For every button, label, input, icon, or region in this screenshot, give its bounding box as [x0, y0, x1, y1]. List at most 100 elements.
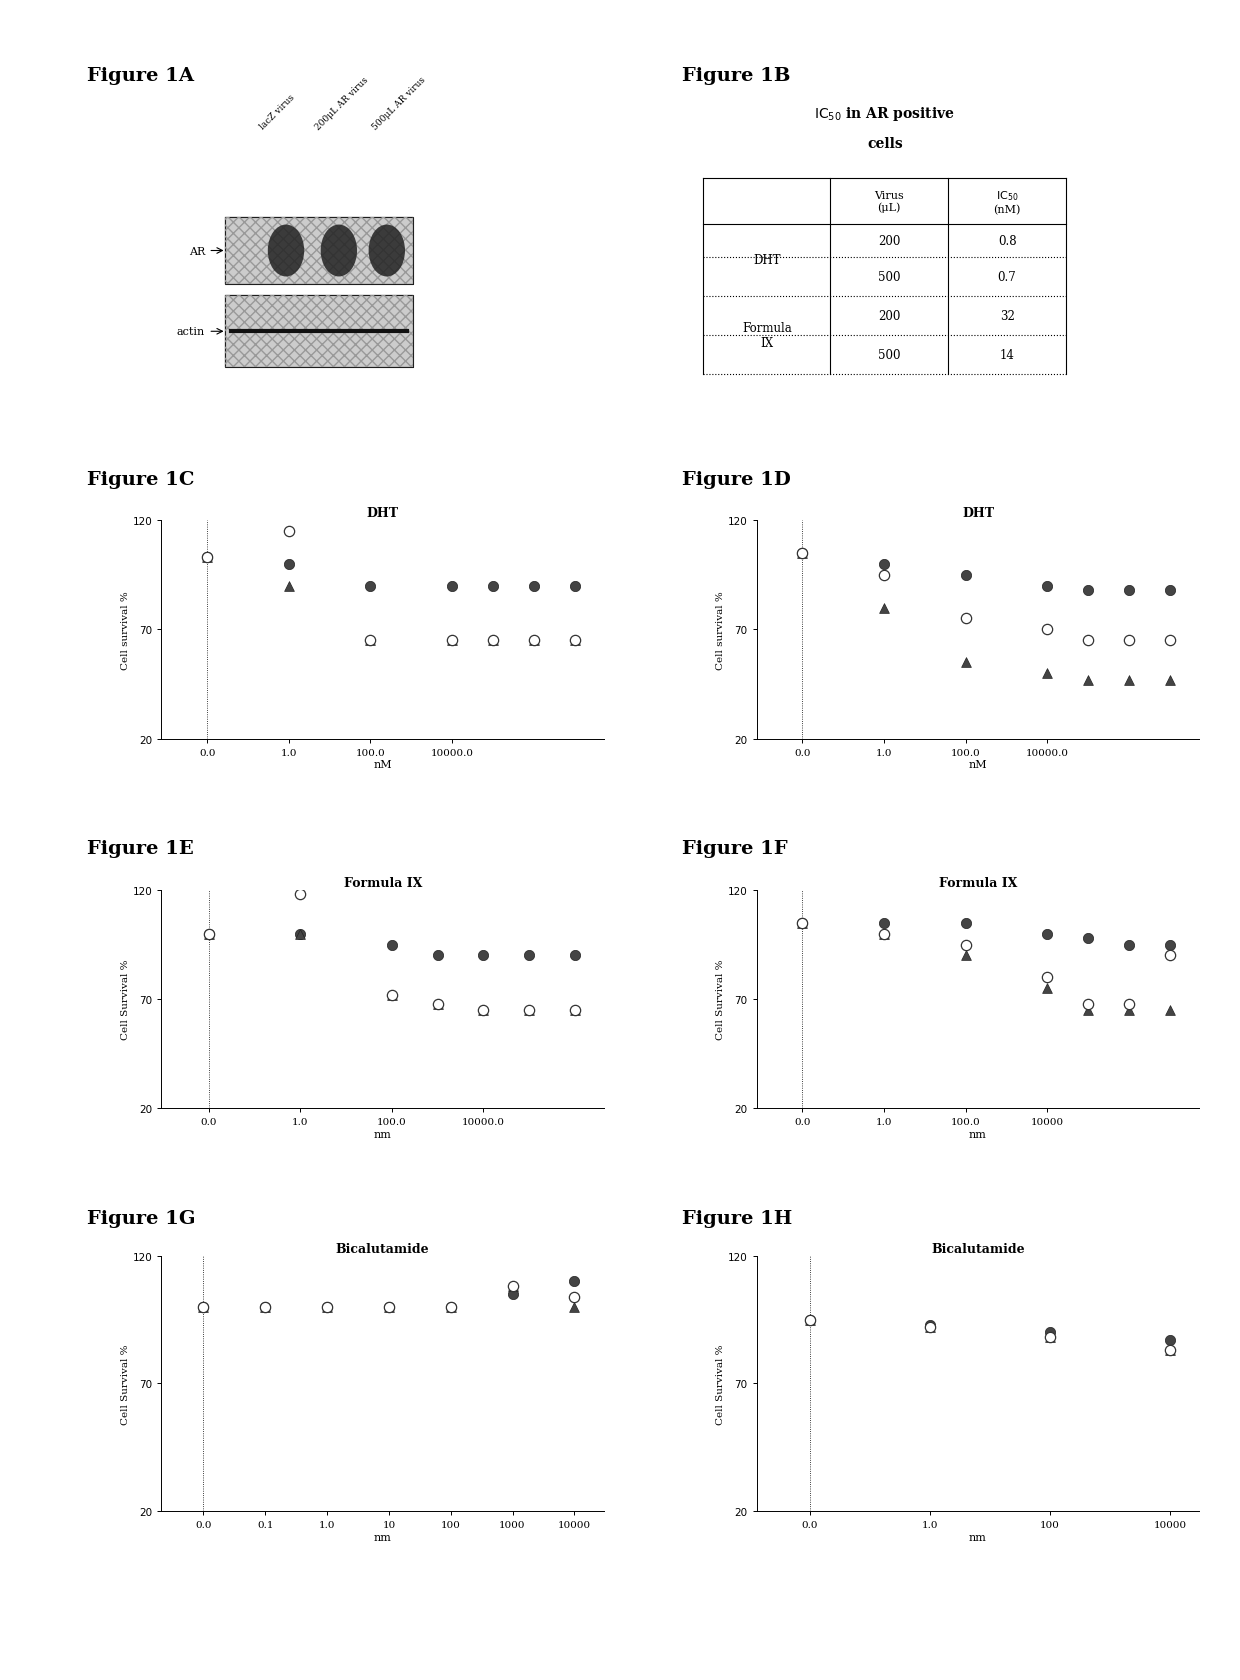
Point — [361, 627, 381, 654]
Point — [792, 911, 812, 937]
Point — [290, 921, 310, 948]
Point — [564, 1294, 584, 1320]
Point — [920, 1314, 940, 1341]
Point — [792, 911, 812, 937]
Point — [361, 627, 381, 654]
Text: Virus
(μL): Virus (μL) — [874, 192, 904, 213]
Point — [474, 942, 494, 969]
Point — [255, 1294, 275, 1320]
Point — [1118, 998, 1138, 1025]
Point — [1161, 1337, 1180, 1364]
Point — [440, 1294, 460, 1320]
Point — [1038, 964, 1058, 991]
Point — [792, 541, 812, 568]
Point — [565, 998, 585, 1025]
Text: $\mathrm{IC_{50}}$ in AR positive: $\mathrm{IC_{50}}$ in AR positive — [815, 104, 955, 123]
Title: DHT: DHT — [367, 507, 399, 519]
Point — [1159, 667, 1179, 694]
Title: Bicalutamide: Bicalutamide — [336, 1242, 429, 1255]
Point — [484, 627, 503, 654]
Point — [956, 561, 976, 590]
Point — [523, 627, 543, 654]
Point — [1159, 998, 1179, 1025]
Point — [874, 551, 894, 578]
Title: Bicalutamide: Bicalutamide — [931, 1242, 1024, 1255]
Point — [1161, 1337, 1180, 1364]
Point — [1038, 617, 1058, 643]
Point — [379, 1294, 399, 1320]
Point — [279, 519, 299, 546]
Text: Figure 1F: Figure 1F — [682, 840, 787, 858]
Point — [800, 1307, 820, 1334]
Point — [502, 1273, 522, 1300]
Point — [193, 1294, 213, 1320]
Point — [564, 1268, 584, 1295]
Point — [956, 606, 976, 633]
Bar — [224, 218, 413, 284]
Point — [1159, 578, 1179, 605]
Text: Formula
IX: Formula IX — [742, 321, 792, 349]
Point — [200, 921, 219, 948]
Text: 200: 200 — [878, 309, 900, 323]
Point — [379, 1294, 399, 1320]
Point — [1079, 627, 1099, 654]
Point — [290, 882, 310, 909]
Bar — [224, 296, 413, 368]
Point — [474, 998, 494, 1025]
Y-axis label: Cell Survival %: Cell Survival % — [120, 1344, 130, 1423]
Text: Figure 1E: Figure 1E — [87, 840, 193, 858]
Text: actin: actin — [177, 328, 205, 338]
Text: $\mathrm{IC_{50}}$
(nM): $\mathrm{IC_{50}}$ (nM) — [993, 190, 1021, 215]
Point — [1079, 998, 1099, 1025]
Point — [428, 991, 448, 1018]
Text: 500: 500 — [878, 348, 900, 361]
Ellipse shape — [321, 225, 357, 277]
Y-axis label: Cell Survival %: Cell Survival % — [120, 959, 130, 1040]
Point — [565, 942, 585, 969]
Text: Figure 1D: Figure 1D — [682, 470, 791, 489]
Text: 500: 500 — [878, 270, 900, 284]
Text: Figure 1A: Figure 1A — [87, 67, 193, 86]
Bar — [224, 296, 413, 368]
Point — [474, 998, 494, 1025]
Text: 14: 14 — [999, 348, 1014, 361]
Point — [956, 650, 976, 677]
Title: Formula IX: Formula IX — [343, 877, 422, 889]
Point — [279, 573, 299, 600]
Point — [874, 561, 894, 590]
Point — [197, 544, 217, 571]
Text: cells: cells — [867, 138, 903, 151]
Point — [1118, 667, 1138, 694]
Text: 200μL AR virus: 200μL AR virus — [314, 76, 371, 131]
Point — [1040, 1324, 1060, 1351]
Point — [255, 1294, 275, 1320]
Point — [874, 911, 894, 937]
Point — [520, 942, 539, 969]
X-axis label: nm: nm — [968, 1532, 987, 1542]
X-axis label: nM: nM — [373, 759, 392, 769]
Point — [564, 573, 584, 600]
X-axis label: nm: nm — [373, 1532, 392, 1542]
Y-axis label: Cell Survival %: Cell Survival % — [715, 1344, 725, 1423]
Point — [1161, 1327, 1180, 1354]
Point — [874, 921, 894, 948]
Point — [428, 991, 448, 1018]
Point — [382, 932, 402, 959]
Point — [361, 573, 381, 600]
Point — [1040, 1324, 1060, 1351]
Point — [520, 998, 539, 1025]
Title: Formula IX: Formula IX — [939, 877, 1017, 889]
Point — [1040, 1319, 1060, 1346]
Point — [565, 998, 585, 1025]
Ellipse shape — [368, 225, 405, 277]
Point — [792, 911, 812, 937]
Point — [279, 551, 299, 578]
Point — [200, 921, 219, 948]
Text: Figure 1H: Figure 1H — [682, 1210, 792, 1228]
Point — [379, 1294, 399, 1320]
Point — [1159, 942, 1179, 969]
Point — [197, 544, 217, 571]
Point — [443, 573, 463, 600]
Ellipse shape — [268, 225, 304, 277]
Point — [1118, 578, 1138, 605]
